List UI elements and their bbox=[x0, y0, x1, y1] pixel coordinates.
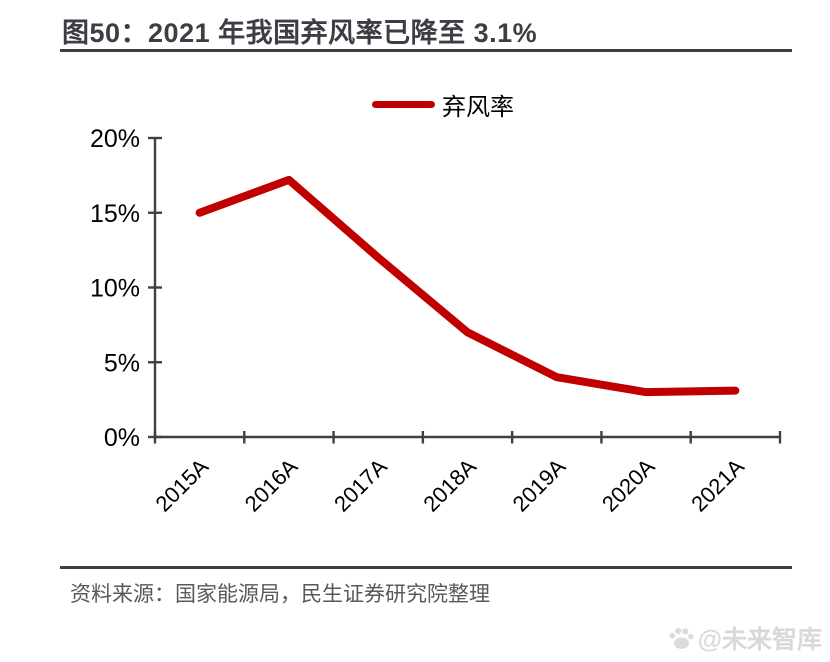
x-axis-label: 2019A bbox=[508, 454, 571, 517]
title-rule bbox=[60, 49, 792, 52]
footer-rule bbox=[60, 566, 792, 569]
y-axis-label: 5% bbox=[104, 349, 140, 377]
x-axis-label: 2017A bbox=[329, 454, 392, 517]
y-axis-label: 15% bbox=[90, 200, 140, 228]
watermark: @未来智库 bbox=[668, 620, 822, 656]
y-axis-label: 10% bbox=[90, 275, 140, 303]
y-axis-label: 20% bbox=[90, 125, 140, 153]
legend: 弃风率 bbox=[372, 90, 514, 121]
legend-line-swatch bbox=[372, 100, 435, 108]
figure-title: 图50：2021 年我国弃风率已降至 3.1% bbox=[62, 18, 538, 48]
x-axis-label: 2021A bbox=[686, 454, 749, 517]
paw-icon bbox=[669, 627, 694, 649]
legend-label: 弃风率 bbox=[442, 93, 514, 121]
x-axis-label: 2016A bbox=[240, 454, 303, 517]
x-axis-label: 2015A bbox=[151, 454, 214, 517]
x-axis-label: 2018A bbox=[418, 454, 481, 517]
source-note: 资料来源：国家能源局，民生证券研究院整理 bbox=[70, 583, 490, 606]
series-line bbox=[195, 175, 740, 397]
y-axis-label: 0% bbox=[104, 424, 140, 452]
x-axis-label: 2020A bbox=[597, 454, 660, 517]
watermark-text: @未来智库 bbox=[697, 626, 822, 654]
